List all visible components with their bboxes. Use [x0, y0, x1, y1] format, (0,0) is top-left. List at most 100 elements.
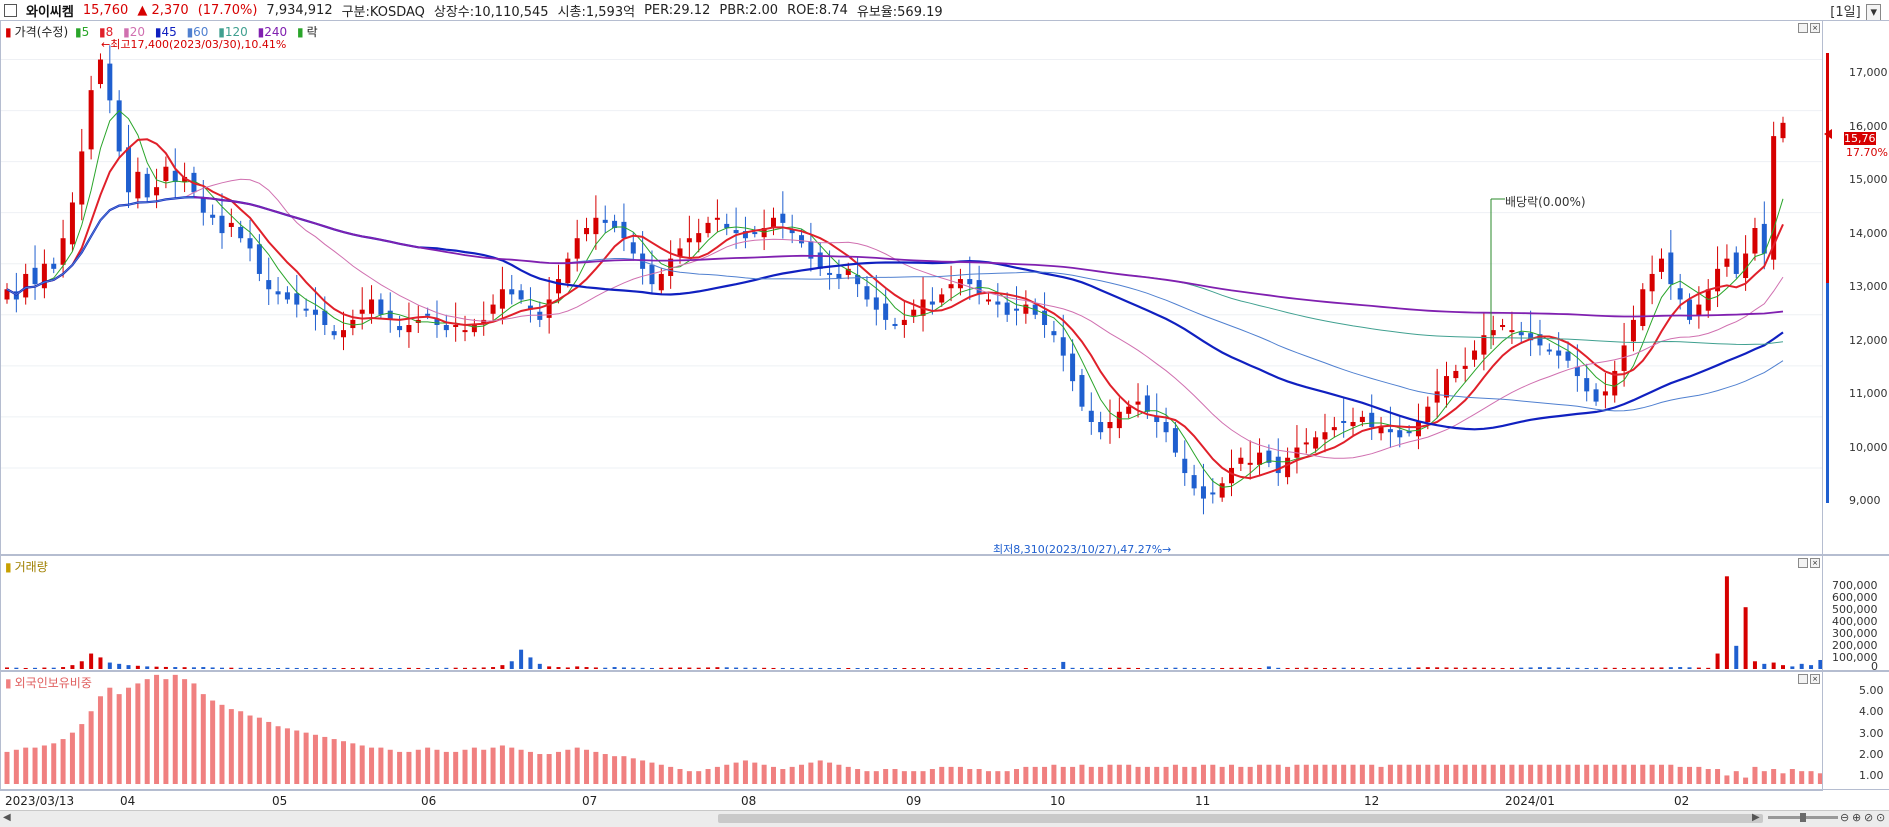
zoom-slider-handle[interactable]: [1800, 813, 1806, 822]
foreign-bar: [612, 756, 618, 784]
volume-tick: 0: [1871, 660, 1878, 673]
foreign-bar: [742, 760, 748, 784]
scroll-left-icon[interactable]: ◀: [3, 812, 11, 823]
foreign-bar: [1023, 766, 1029, 784]
candle-body: [200, 198, 206, 213]
foreign-ownership-svg[interactable]: [1, 672, 1823, 790]
period-dropdown-icon[interactable]: ▾: [1866, 4, 1881, 21]
candle-body: [948, 284, 954, 289]
candle-body: [1004, 302, 1010, 315]
volume-bar: [752, 667, 757, 669]
foreign-window-buttons[interactable]: ×: [1798, 674, 1820, 684]
volume-bar: [893, 668, 897, 669]
candle-body: [69, 202, 75, 245]
foreign-bar: [369, 747, 375, 784]
legend-ma45[interactable]: ▮45: [154, 25, 177, 39]
price-chart-svg[interactable]: [1, 21, 1823, 555]
volume-bar: [565, 667, 570, 669]
zoom-out-icon[interactable]: ⊖: [1840, 811, 1850, 824]
volume-tick: 500,000: [1832, 603, 1878, 616]
foreign-tick: 5.00: [1859, 684, 1884, 697]
foreign-bar: [1387, 764, 1393, 784]
date-tick: 09: [906, 794, 922, 808]
volume-close-icon[interactable]: ×: [1810, 558, 1820, 568]
legend-ma60[interactable]: ▮60: [186, 25, 209, 39]
foreign-bar: [1060, 766, 1066, 784]
price-chart-panel[interactable]: ▮ 가격(수정) ▮5 ▮8 ▮20 ▮45 ▮60 ▮120 ▮240 ▮ 락 ←…: [0, 20, 1823, 555]
ma-line-5: [6, 109, 1784, 488]
foreign-bar: [1556, 764, 1562, 784]
volume-window-buttons[interactable]: ×: [1798, 558, 1820, 568]
foreign-bar: [733, 762, 739, 784]
volume-bar: [1425, 667, 1430, 669]
candle-body: [312, 309, 318, 315]
zoom-in-icon[interactable]: ⊕: [1852, 811, 1862, 824]
candle-body: [742, 231, 748, 239]
volume-bar: [5, 667, 9, 669]
foreign-maximize-icon[interactable]: [1798, 674, 1808, 684]
candle-body: [4, 289, 10, 300]
volume-chart-panel[interactable]: ▮ 거래량 ×: [0, 555, 1823, 671]
scroll-right-icon[interactable]: ▶: [1752, 812, 1760, 823]
stock-name[interactable]: 와이씨켐: [26, 4, 74, 20]
volume-bar: [995, 668, 1000, 669]
foreign-legend-label: 외국인보유비중: [14, 676, 92, 690]
period-selector[interactable]: [1일] ▾: [1830, 1, 1883, 21]
foreign-bar: [901, 771, 907, 784]
volume-bar: [1014, 668, 1019, 669]
volume-bar: [743, 667, 748, 669]
high-price-note: ←최고17,400(2023/03/30),10.41%: [101, 38, 287, 51]
legend-ma240[interactable]: ▮240: [257, 25, 288, 39]
panel-maximize-icon[interactable]: [1798, 23, 1808, 33]
candle-body: [1144, 395, 1150, 412]
zoom-reset-icon[interactable]: ⊙: [1876, 811, 1886, 824]
volume-maximize-icon[interactable]: [1798, 558, 1808, 568]
volume-bar: [1304, 667, 1309, 669]
candle-body: [1135, 401, 1141, 405]
panel-window-buttons[interactable]: ×: [1798, 23, 1820, 33]
foreign-bar: [1088, 766, 1094, 784]
horizontal-scroll-thumb[interactable]: [718, 814, 1763, 823]
candle-body: [1014, 308, 1020, 311]
foreign-bar: [1687, 766, 1693, 784]
foreign-bar: [107, 687, 113, 784]
foreign-bar: [640, 760, 646, 784]
foreign-ownership-panel[interactable]: ▮ 외국인보유비중 ×: [0, 671, 1823, 790]
legend-ma120[interactable]: ▮120: [218, 25, 248, 39]
candle-body: [247, 238, 253, 249]
foreign-bar: [808, 762, 814, 784]
candle-body: [789, 229, 795, 234]
date-tick: 04: [120, 794, 136, 808]
volume-chart-svg[interactable]: [1, 556, 1823, 671]
current-price: 15,760: [82, 2, 129, 18]
volume-bar: [266, 667, 271, 669]
foreign-bar: [1780, 773, 1786, 784]
foreign-bar: [1331, 764, 1337, 784]
price-change: ▲ 2,370: [137, 2, 189, 18]
foreign-bar: [116, 694, 122, 784]
foreign-bar: [1743, 777, 1749, 784]
volume-bar: [126, 665, 131, 669]
candle-body: [1771, 136, 1777, 260]
panel-close-icon[interactable]: ×: [1810, 23, 1820, 33]
volume-bar: [1379, 667, 1384, 669]
candle-body: [1191, 475, 1197, 489]
foreign-close-icon[interactable]: ×: [1810, 674, 1820, 684]
foreign-bar: [397, 751, 403, 784]
price-tick: 9,000: [1849, 494, 1881, 507]
candle-body: [1537, 334, 1543, 346]
select-checkbox[interactable]: [4, 3, 17, 17]
zoom-fit-icon[interactable]: ⊘: [1864, 811, 1874, 824]
foreign-bar: [696, 771, 702, 784]
candle-body: [518, 290, 524, 300]
foreign-bar: [1817, 773, 1822, 784]
legend-ma5[interactable]: ▮5: [74, 25, 90, 39]
volume-bar: [1051, 668, 1056, 669]
bottom-scroll-bar[interactable]: ◀ ▶ ⊖ ⊕ ⊘ ⊙: [0, 810, 1889, 827]
volume-bar: [1809, 665, 1814, 669]
legend-ma8[interactable]: ▮8: [99, 25, 114, 39]
foreign-bar: [1584, 764, 1590, 784]
volume-bar: [1612, 667, 1617, 669]
legend-ma20[interactable]: ▮20: [123, 25, 146, 39]
foreign-bar: [957, 766, 963, 784]
